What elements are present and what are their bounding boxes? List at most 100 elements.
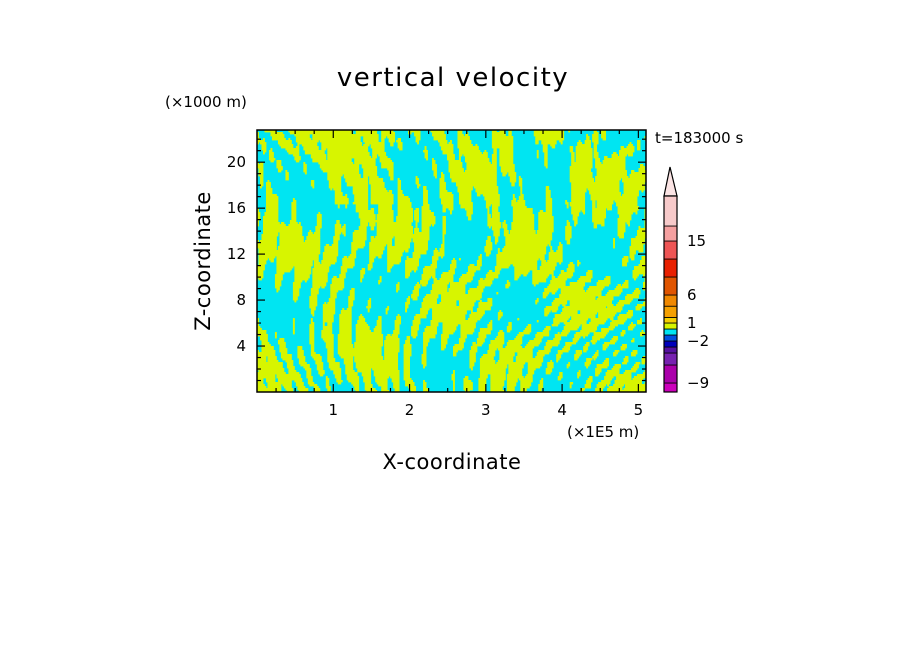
field-updraft-cell: [502, 226, 508, 229]
field-updraft-cell: [442, 228, 446, 231]
field-updraft-cell: [405, 382, 415, 385]
field-updraft-cell: [545, 204, 553, 207]
field-updraft-cell: [572, 214, 580, 217]
field-updraft-cell: [506, 330, 511, 333]
field-updraft-cell: [409, 388, 416, 391]
field-updraft-cell: [288, 130, 354, 133]
field-updraft-cell: [258, 370, 285, 373]
field-updraft-cell: [355, 366, 399, 369]
field-updraft-cell: [257, 376, 276, 379]
field-updraft-cell: [563, 328, 578, 331]
field-updraft-cell: [349, 290, 355, 293]
field-updraft-cell: [518, 198, 524, 201]
colorbar-segment: [663, 352, 678, 366]
field-updraft-cell: [469, 358, 476, 361]
field-updraft-cell: [424, 296, 439, 299]
field-updraft-cell: [523, 330, 532, 333]
field-updraft-cell: [569, 204, 586, 207]
field-updraft-cell: [601, 134, 607, 137]
colorbar-segment: [663, 382, 678, 393]
field-updraft-cell: [458, 150, 481, 153]
field-updraft-cell: [310, 292, 319, 295]
field-updraft-cell: [442, 210, 446, 213]
field-updraft-cell: [373, 370, 400, 373]
field-updraft-cell: [339, 326, 352, 329]
field-updraft-cell: [340, 310, 352, 313]
field-updraft-cell: [586, 360, 592, 363]
field-updraft-cell: [364, 382, 372, 385]
field-updraft-cell: [502, 174, 506, 177]
field-updraft-cell: [520, 188, 523, 191]
field-updraft-cell: [379, 276, 382, 279]
field-updraft-cell: [367, 308, 370, 311]
y-unit-label: (×1000 m): [165, 93, 247, 111]
field-updraft-cell: [592, 214, 607, 217]
field-updraft-cell: [312, 270, 330, 273]
field-updraft-cell: [593, 150, 598, 153]
field-updraft-cell: [569, 166, 593, 169]
field-updraft-cell: [336, 380, 343, 383]
field-updraft-cell: [424, 330, 437, 333]
field-updraft-cell: [589, 192, 621, 195]
field-updraft-cell: [551, 324, 559, 327]
field-updraft-cell: [330, 286, 345, 289]
field-updraft-cell: [478, 388, 487, 391]
field-updraft-cell: [376, 222, 412, 225]
field-updraft-cell: [430, 292, 466, 295]
field-updraft-cell: [602, 344, 609, 347]
field-updraft-cell: [363, 170, 378, 173]
field-updraft-cell: [613, 246, 615, 249]
field-updraft-cell: [593, 226, 598, 229]
field-updraft-cell: [397, 206, 412, 209]
field-updraft-cell: [270, 160, 274, 163]
field-updraft-cell: [541, 260, 547, 263]
field-updraft-cell: [354, 198, 369, 201]
field-updraft-cell: [479, 364, 508, 367]
field-updraft-cell: [343, 234, 346, 237]
field-updraft-cell: [575, 350, 583, 353]
field-updraft-cell: [553, 300, 568, 303]
field-updraft-cell: [560, 332, 569, 335]
field-updraft-cell: [376, 228, 413, 231]
field-updraft-cell: [499, 152, 514, 155]
field-updraft-cell: [491, 142, 514, 145]
field-updraft-cell: [327, 388, 331, 391]
field-updraft-cell: [384, 352, 399, 355]
field-updraft-cell: [464, 158, 490, 161]
field-updraft-cell: [433, 252, 445, 255]
field-updraft-cell: [399, 148, 403, 151]
field-updraft-cell: [617, 234, 624, 237]
field-updraft-cell: [396, 218, 413, 221]
field-updraft-cell: [310, 350, 315, 353]
field-updraft-cell: [580, 330, 596, 333]
field-updraft-cell: [411, 390, 416, 393]
field-updraft-cell: [441, 300, 457, 303]
field-updraft-cell: [279, 242, 321, 245]
field-updraft-cell: [526, 344, 539, 347]
field-updraft-cell: [316, 368, 324, 371]
field-updraft-cell: [487, 220, 500, 223]
field-updraft-cell: [487, 212, 490, 215]
field-updraft-cell: [351, 250, 357, 253]
field-updraft-cell: [294, 272, 312, 275]
field-updraft-cell: [282, 358, 292, 361]
field-updraft-cell: [277, 168, 283, 171]
field-updraft-cell: [330, 296, 337, 299]
field-updraft-cell: [550, 248, 553, 251]
field-updraft-cell: [282, 384, 292, 387]
field-updraft-cell: [394, 238, 412, 241]
field-updraft-cell: [331, 282, 345, 285]
field-updraft-cell: [295, 384, 304, 387]
field-updraft-cell: [370, 226, 375, 229]
field-updraft-cell: [538, 212, 553, 215]
field-updraft-cell: [325, 380, 330, 383]
field-updraft-cell: [423, 300, 437, 303]
field-updraft-cell: [617, 218, 632, 221]
field-updraft-cell: [421, 214, 434, 217]
field-updraft-cell: [491, 204, 500, 207]
field-updraft-cell: [421, 224, 431, 227]
field-updraft-cell: [285, 172, 289, 175]
field-updraft-cell: [506, 282, 511, 285]
field-updraft-cell: [541, 140, 557, 143]
field-updraft-cell: [581, 210, 586, 213]
